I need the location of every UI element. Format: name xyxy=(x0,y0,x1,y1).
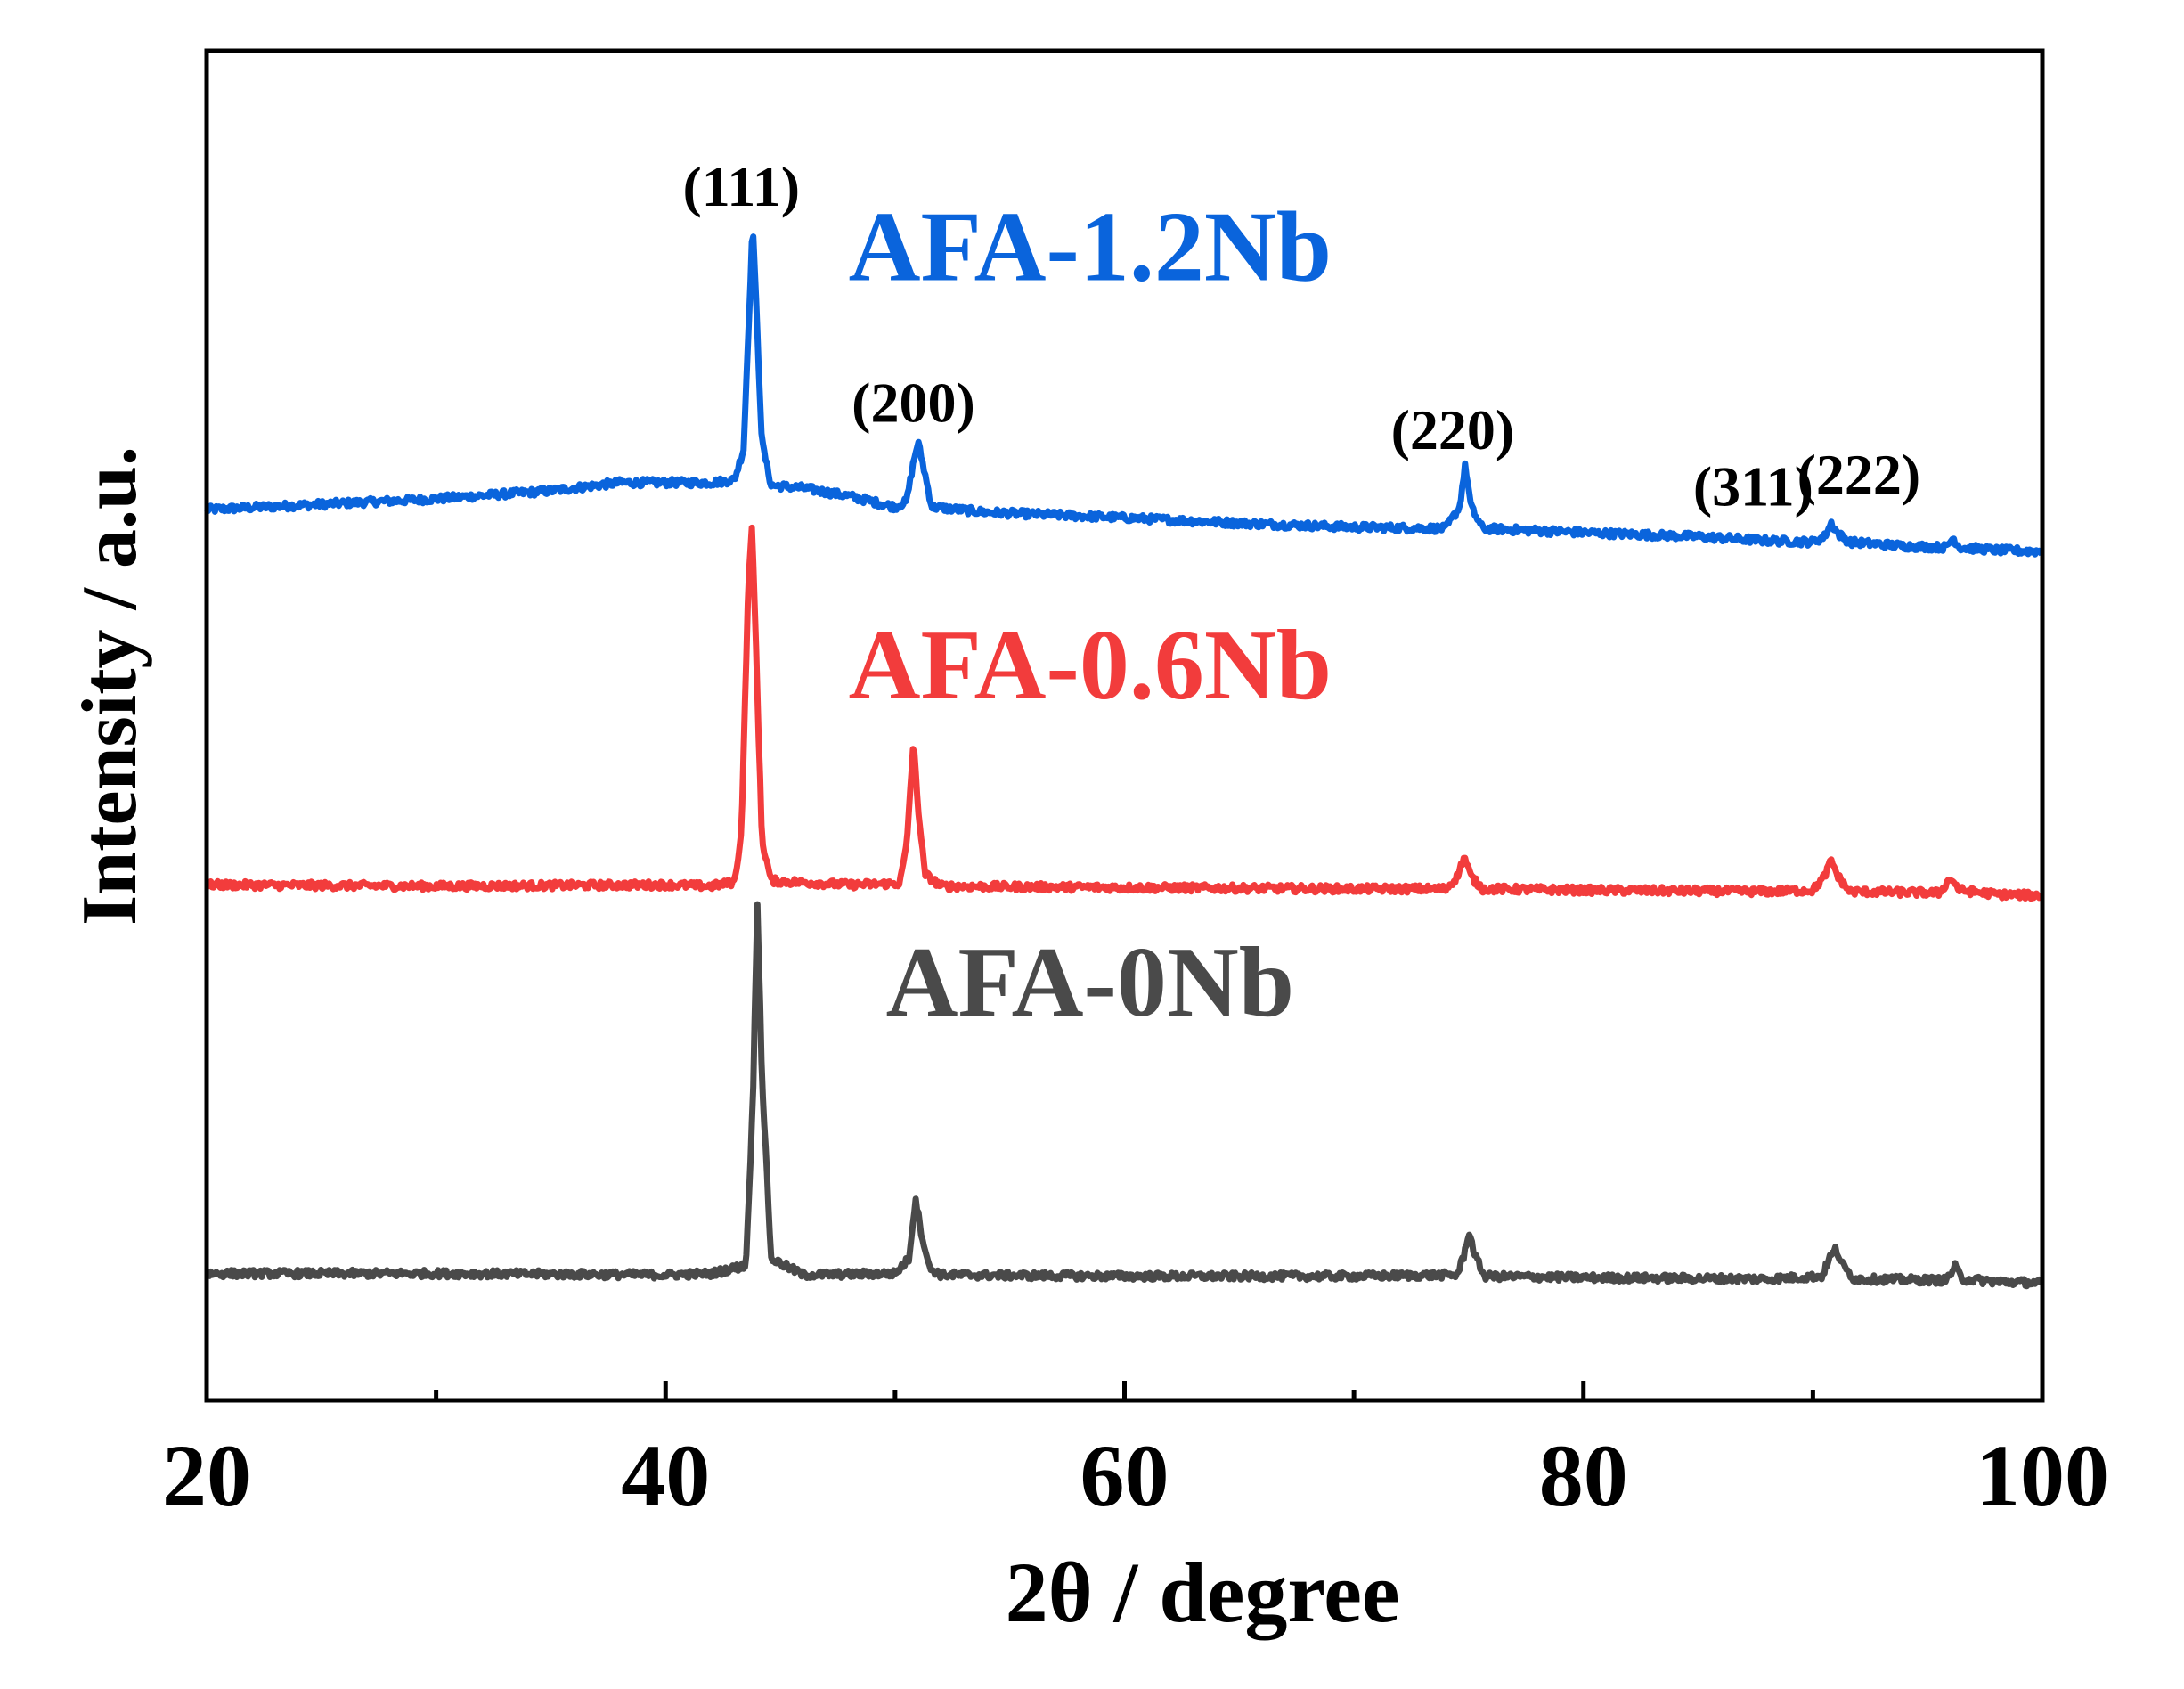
plot-area xyxy=(207,51,2042,1400)
peak-label-4: (222) xyxy=(1797,443,1921,506)
series-label-1: AFA-0.6Nb xyxy=(849,610,1332,721)
series-layer: AFA-1.2Nb AFA-0.6Nb AFA-0Nb xyxy=(203,192,2045,1290)
y-axis-label: Intensity / a.u. xyxy=(67,446,153,926)
x-tick-label-1: 40 xyxy=(621,1426,710,1525)
x-tick-label-3: 80 xyxy=(1539,1426,1628,1525)
axes-layer: 20 40 60 80 100 xyxy=(162,48,2109,1525)
series-line-1 xyxy=(204,524,2044,902)
peak-label-3: (311) xyxy=(1693,455,1813,518)
annotation-layer: (111) (200) (220) (311)(222) xyxy=(682,155,1920,518)
x-tick-label-2: 60 xyxy=(1080,1426,1169,1525)
peak-label-0: (111) xyxy=(682,155,800,218)
series-line-2 xyxy=(204,901,2045,1290)
peak-label-1: (200) xyxy=(852,371,975,435)
series-label-2: AFA-0Nb xyxy=(886,927,1294,1038)
x-tick-label-0: 20 xyxy=(162,1426,251,1525)
series-label-0: AFA-1.2Nb xyxy=(849,192,1332,303)
plot-background xyxy=(207,51,2042,1400)
peak-label-2: (220) xyxy=(1391,398,1515,461)
x-axis-label: 2θ / degree xyxy=(1006,1545,1400,1640)
x-tick-label-4: 100 xyxy=(1976,1426,2109,1525)
series-line-0 xyxy=(203,233,2045,558)
